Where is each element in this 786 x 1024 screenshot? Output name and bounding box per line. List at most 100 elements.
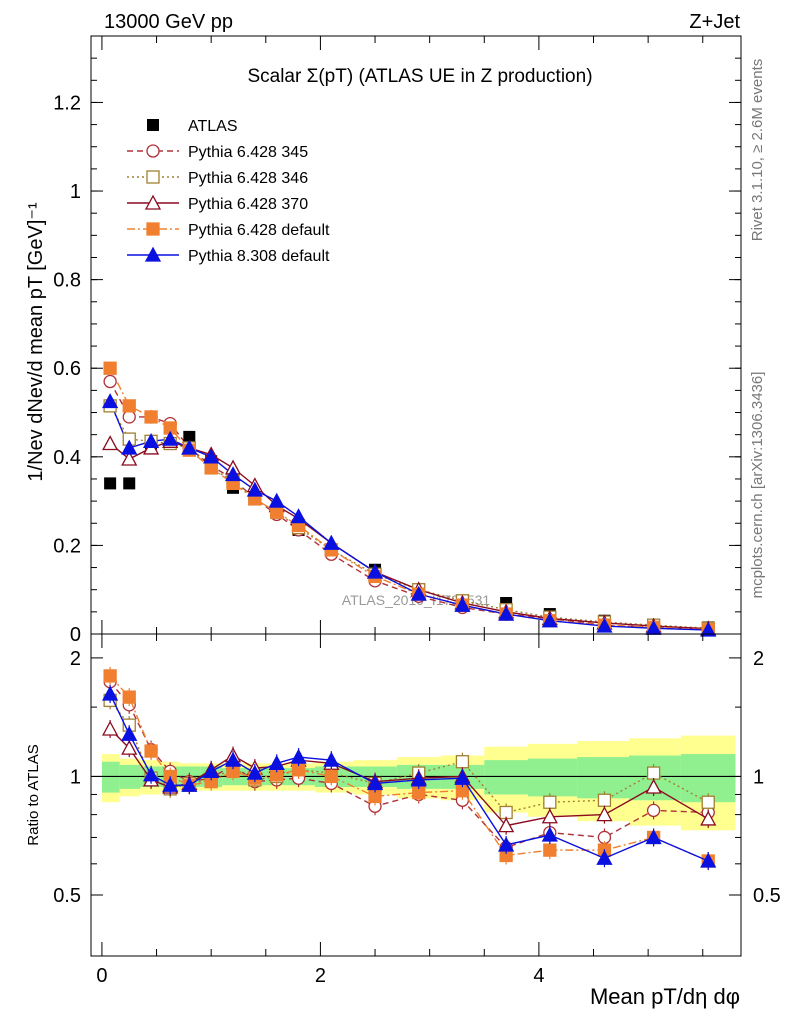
x-tick-label: 0 bbox=[96, 965, 107, 987]
legend-label: Pythia 6.428 345 bbox=[188, 144, 308, 161]
ratio-series-point bbox=[455, 755, 470, 769]
ratio-series-point bbox=[224, 751, 242, 767]
main-y-ticks: 0 0.2 0.4 0.6 0.8 1 1.2 bbox=[53, 57, 741, 646]
ratio-series-point bbox=[541, 808, 558, 824]
main-series-point bbox=[162, 430, 179, 446]
ratio-series-point bbox=[203, 763, 220, 779]
main-series-point bbox=[268, 492, 285, 508]
main-series-group bbox=[102, 361, 717, 637]
ratio-series-point bbox=[144, 744, 158, 758]
main-series-point bbox=[498, 605, 515, 621]
ratio-y-tick-label-right: 0.5 bbox=[753, 885, 781, 907]
ratio-series-point bbox=[290, 748, 307, 764]
ratio-series-group bbox=[102, 666, 717, 870]
legend: ATLAS Pythia 6.428 345 Pythia 6.428 346 Pyt… bbox=[127, 118, 330, 265]
ratio-y-tick-label-right: 2 bbox=[753, 648, 764, 670]
ratio-frame bbox=[90, 633, 742, 957]
ratio-y-tick-label: 0.5 bbox=[53, 885, 81, 907]
ratio-series-point bbox=[701, 795, 715, 809]
band-inner-bin bbox=[484, 760, 528, 795]
ratio-series-point bbox=[103, 669, 117, 683]
main-series-point bbox=[103, 361, 117, 375]
main-series-point bbox=[224, 466, 242, 482]
ratio-series-point bbox=[181, 776, 198, 792]
main-y-tick-label: 0.8 bbox=[53, 270, 81, 292]
ratio-series-point bbox=[541, 826, 558, 842]
ratio-series-point bbox=[246, 764, 263, 780]
legend-label: Pythia 6.428 346 bbox=[188, 170, 308, 187]
ratio-plot: 0.5 0.5 1 1 2 2 0 2 4 Ratio to ATLAS Mean pT/dη… bbox=[25, 633, 781, 1009]
header-right: Z+Jet bbox=[689, 11, 740, 33]
main-series-point bbox=[142, 432, 160, 448]
main-y-tick-label: 1.2 bbox=[53, 92, 81, 114]
legend-marker bbox=[144, 194, 162, 210]
ratio-series-point bbox=[121, 739, 138, 755]
main-plot: 00.20.40.60.811.2 ATLAS_2019_I1736531 Sc… bbox=[25, 35, 742, 646]
main-y-tick-label: 0.6 bbox=[53, 358, 81, 380]
mcplots-label: mcplots.cern.ch [arXiv:1306.3436] bbox=[749, 372, 766, 599]
ratio-series-point bbox=[102, 685, 119, 701]
main-series-point bbox=[323, 534, 340, 550]
ratio-series-point bbox=[268, 754, 285, 770]
main-y-tick-label: 0.2 bbox=[53, 535, 81, 557]
band-inner-bin bbox=[577, 757, 630, 799]
ratio-series-point bbox=[122, 690, 136, 704]
legend-label: Pythia 6.428 default bbox=[188, 222, 330, 239]
ratio-series-point bbox=[498, 836, 515, 852]
ratio-series-point bbox=[646, 803, 661, 818]
main-y-tick-label: 0 bbox=[70, 624, 81, 646]
x-tick-label: 2 bbox=[315, 965, 326, 987]
legend-label: Pythia 6.428 370 bbox=[188, 196, 308, 213]
legend-atlas-marker bbox=[147, 119, 159, 131]
main-series-point bbox=[700, 621, 717, 637]
ratio-series-point bbox=[102, 720, 119, 736]
ratio-x-ticks: 0 2 4 bbox=[96, 634, 704, 987]
header-left: 13000 GeV pp bbox=[104, 11, 233, 33]
ratio-y-ticks: 0.5 0.5 1 1 2 2 bbox=[53, 648, 781, 907]
ratio-series-point bbox=[454, 769, 471, 785]
main-series-point bbox=[144, 410, 158, 424]
ratio-series-point bbox=[366, 775, 384, 791]
legend-marker bbox=[146, 222, 160, 236]
ratio-series-point bbox=[700, 852, 717, 868]
ratio-y-tick-label-right: 1 bbox=[753, 766, 764, 788]
legend-label: Pythia 8.308 default bbox=[188, 248, 330, 265]
ratio-series-point bbox=[498, 817, 515, 833]
main-series-point bbox=[102, 435, 119, 451]
ratio-series-point bbox=[543, 843, 557, 857]
ratio-series-point bbox=[645, 829, 662, 845]
main-series-point bbox=[410, 585, 427, 601]
main-series-point bbox=[596, 617, 613, 633]
main-series-point bbox=[246, 481, 263, 497]
ratio-series-point bbox=[543, 795, 557, 809]
main-series-point bbox=[366, 563, 384, 579]
rivet-label: Rivet 3.1.10, ≥ 2.6M events bbox=[749, 59, 766, 242]
x-tick-label: 4 bbox=[533, 965, 544, 987]
legend-marker bbox=[146, 170, 160, 184]
ratio-series-point bbox=[645, 778, 662, 794]
ratio-series-point bbox=[596, 849, 613, 865]
legend-marker bbox=[146, 144, 160, 158]
ratio-series-point bbox=[646, 766, 661, 780]
ratio-series-point bbox=[162, 776, 179, 792]
main-series-point bbox=[454, 596, 471, 612]
band-inner-bin bbox=[101, 761, 120, 793]
main-series-point bbox=[203, 448, 220, 464]
atlas-data-point bbox=[104, 477, 117, 490]
atlas-data-point bbox=[123, 477, 136, 490]
ratio-series-point bbox=[324, 769, 338, 784]
ratio-series-point bbox=[410, 771, 427, 787]
main-series-point bbox=[103, 374, 117, 389]
main-series-point bbox=[121, 439, 138, 455]
main-y-tick-label: 0.4 bbox=[53, 447, 81, 469]
ratio-series-point bbox=[596, 806, 613, 822]
atlas-data-point bbox=[183, 430, 196, 443]
main-series-point bbox=[102, 393, 119, 409]
main-series-point bbox=[204, 461, 218, 475]
main-series-point bbox=[121, 450, 138, 466]
main-series-point bbox=[122, 399, 136, 413]
main-series-point bbox=[290, 508, 307, 524]
main-series-point bbox=[270, 505, 284, 519]
main-y-axis-label: 1/Nev dNev/d mean pT [GeV]⁻¹ bbox=[25, 202, 47, 482]
